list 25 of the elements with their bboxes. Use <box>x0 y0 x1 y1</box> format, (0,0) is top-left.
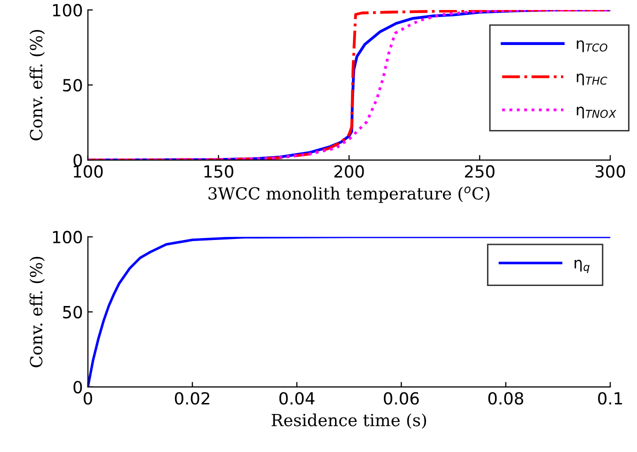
x-tick-label: 0.04 <box>279 392 314 405</box>
x-tick-label: 0.08 <box>488 392 524 405</box>
y-tick-label: 100 <box>53 4 82 17</box>
x-tick-label: 0.1 <box>598 392 622 405</box>
legend-label: η$_{TNOX}$ <box>576 106 616 118</box>
y-tick-label: 0 <box>74 380 82 394</box>
x-tick-label: 200 <box>334 165 364 178</box>
x-tick-label: 0 <box>84 392 92 405</box>
x-tick-label: 150 <box>204 165 234 178</box>
y-tick-label: 50 <box>63 78 82 92</box>
x-tick-label: 0.06 <box>384 392 419 405</box>
x-axis-title: 3WCC monolith temperature ($^{o}$C) <box>208 186 490 203</box>
y-tick-label: 100 <box>53 230 82 244</box>
x-tick-label: 250 <box>464 165 494 178</box>
legend-label: η$_{TCO}$ <box>576 40 608 52</box>
y-axis-title: Conv. eff. (%) <box>30 30 45 140</box>
legend-label: η$_{THC}$ <box>576 74 608 86</box>
y-tick-label: 50 <box>63 306 82 318</box>
y-tick-label: 0 <box>74 154 82 167</box>
line-series <box>88 236 610 387</box>
x-tick-label: 0.02 <box>174 392 210 405</box>
x-axis-title: Residence time (s) <box>272 413 426 429</box>
legend-label: η$_{q}$ <box>574 260 590 274</box>
x-tick-label: 300 <box>596 165 626 178</box>
y-axis-title: Conv. eff. (%) <box>30 256 45 368</box>
